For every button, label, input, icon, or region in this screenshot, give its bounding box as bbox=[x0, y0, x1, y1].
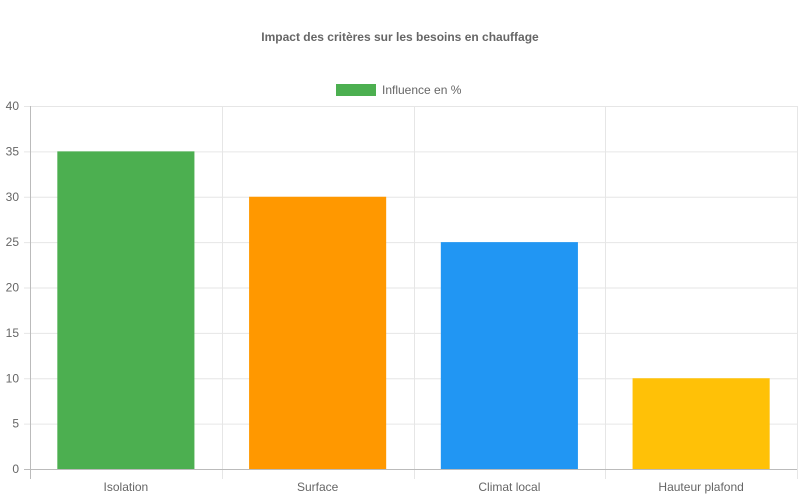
bar-climat-local bbox=[440, 242, 578, 469]
legend[interactable]: Influence en % bbox=[336, 83, 462, 97]
y-tick-label: 20 bbox=[6, 281, 20, 295]
y-tick-label: 35 bbox=[6, 144, 20, 158]
y-tick-label: 25 bbox=[6, 235, 20, 249]
y-tick-label: 0 bbox=[12, 462, 19, 476]
legend-label: Influence en % bbox=[382, 83, 462, 97]
x-tick-label: Hauteur plafond bbox=[658, 480, 743, 494]
x-tick-label: Surface bbox=[297, 480, 339, 494]
x-tick-label: Isolation bbox=[104, 480, 149, 494]
y-tick-label: 10 bbox=[6, 371, 20, 385]
x-tick-label: Climat local bbox=[478, 480, 540, 494]
y-tick-label: 30 bbox=[6, 190, 20, 204]
y-tick-label: 40 bbox=[6, 99, 20, 113]
y-tick-label: 15 bbox=[6, 326, 20, 340]
bar-hauteur-plafond bbox=[632, 378, 770, 469]
bar-surface bbox=[249, 196, 387, 469]
chart-title: Impact des critères sur les besoins en c… bbox=[261, 30, 539, 44]
bar-isolation bbox=[57, 151, 195, 469]
y-tick-label: 5 bbox=[12, 417, 19, 431]
legend-swatch bbox=[336, 84, 376, 96]
